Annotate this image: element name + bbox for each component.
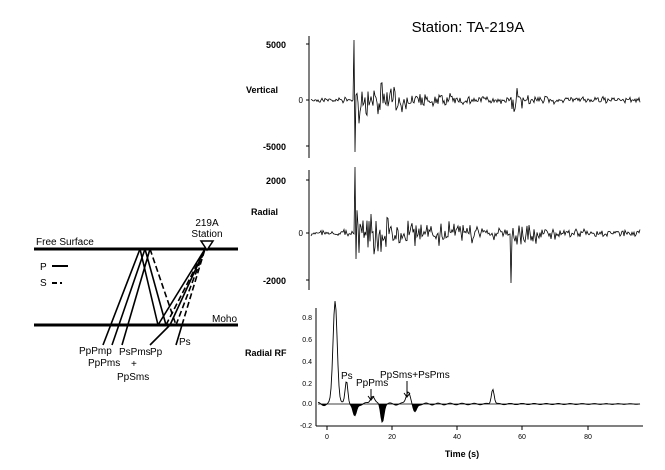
phase-label-ppms: PpPms <box>88 358 120 369</box>
rf-tick-0.0: 0.0 <box>302 401 312 408</box>
rf-tick-minus0.2: -0.2 <box>300 423 312 430</box>
vertical-tick-minus5000: -5000 <box>263 142 286 152</box>
phase-label-psms: PsPms <box>119 347 151 358</box>
radial-tick-minus2000: -2000 <box>263 276 286 286</box>
x-tick-40: 40 <box>453 434 461 441</box>
phase-label-plus: + <box>131 359 137 370</box>
radial-rf-panel: Radial RF 0.8 0.6 0.4 0.2 0.0 -0.2 Ps Pp… <box>245 301 643 459</box>
vertical-seismogram-trace <box>310 39 641 153</box>
vertical-tick-0: 0 <box>299 96 304 105</box>
ray-paths <box>102 248 206 346</box>
rf-tick-0.6: 0.6 <box>302 337 312 344</box>
station-triangle-icon <box>199 240 215 252</box>
radial-rf-label: Radial RF <box>245 348 287 358</box>
x-ticks <box>326 426 589 430</box>
phase-label-pp: Pp <box>150 347 163 358</box>
vertical-panel: Vertical 5000 0 -5000 <box>246 36 641 158</box>
station-title: Station: TA-219A <box>412 19 525 36</box>
radial-seismogram-trace <box>310 166 641 284</box>
station-label-line1: 219A <box>195 218 219 229</box>
legend-p-label: P <box>40 262 47 273</box>
rf-tick-0.4: 0.4 <box>302 359 312 366</box>
x-tick-0: 0 <box>325 434 329 441</box>
x-tick-20: 20 <box>388 434 396 441</box>
phase-label-ppmp: PpPmp <box>79 346 112 357</box>
rf-tick-0.2: 0.2 <box>302 381 312 388</box>
radial-label: Radial <box>251 207 278 217</box>
rf-annotation-ppsms-psms: PpSms+PsPms <box>380 370 450 381</box>
radial-tick-0: 0 <box>299 229 304 238</box>
free-surface-label: Free Surface <box>36 237 94 248</box>
radial-tick-2000: 2000 <box>266 176 286 186</box>
station-label-line2: Station <box>191 229 222 240</box>
legend-s-label: S <box>40 278 47 289</box>
vertical-tick-5000: 5000 <box>266 40 286 50</box>
rf-negative-fill <box>318 404 640 422</box>
x-axis-label: Time (s) <box>445 449 479 459</box>
rf-tick-0.8: 0.8 <box>302 315 312 322</box>
ray-diagram: Free Surface Moho 219A Station P S PpPmp <box>34 218 238 383</box>
x-tick-60: 60 <box>518 434 526 441</box>
radial-panel: Radial 2000 0 -2000 <box>251 166 641 290</box>
vertical-label: Vertical <box>246 85 278 95</box>
phase-label-ps: Ps <box>179 337 191 348</box>
rf-annotation-ppps: PpPms <box>356 378 388 389</box>
phase-label-ppsms: PpSms <box>117 372 149 383</box>
moho-label: Moho <box>212 314 237 325</box>
x-tick-80: 80 <box>584 434 592 441</box>
rf-annotation-ps: Ps <box>341 371 353 382</box>
